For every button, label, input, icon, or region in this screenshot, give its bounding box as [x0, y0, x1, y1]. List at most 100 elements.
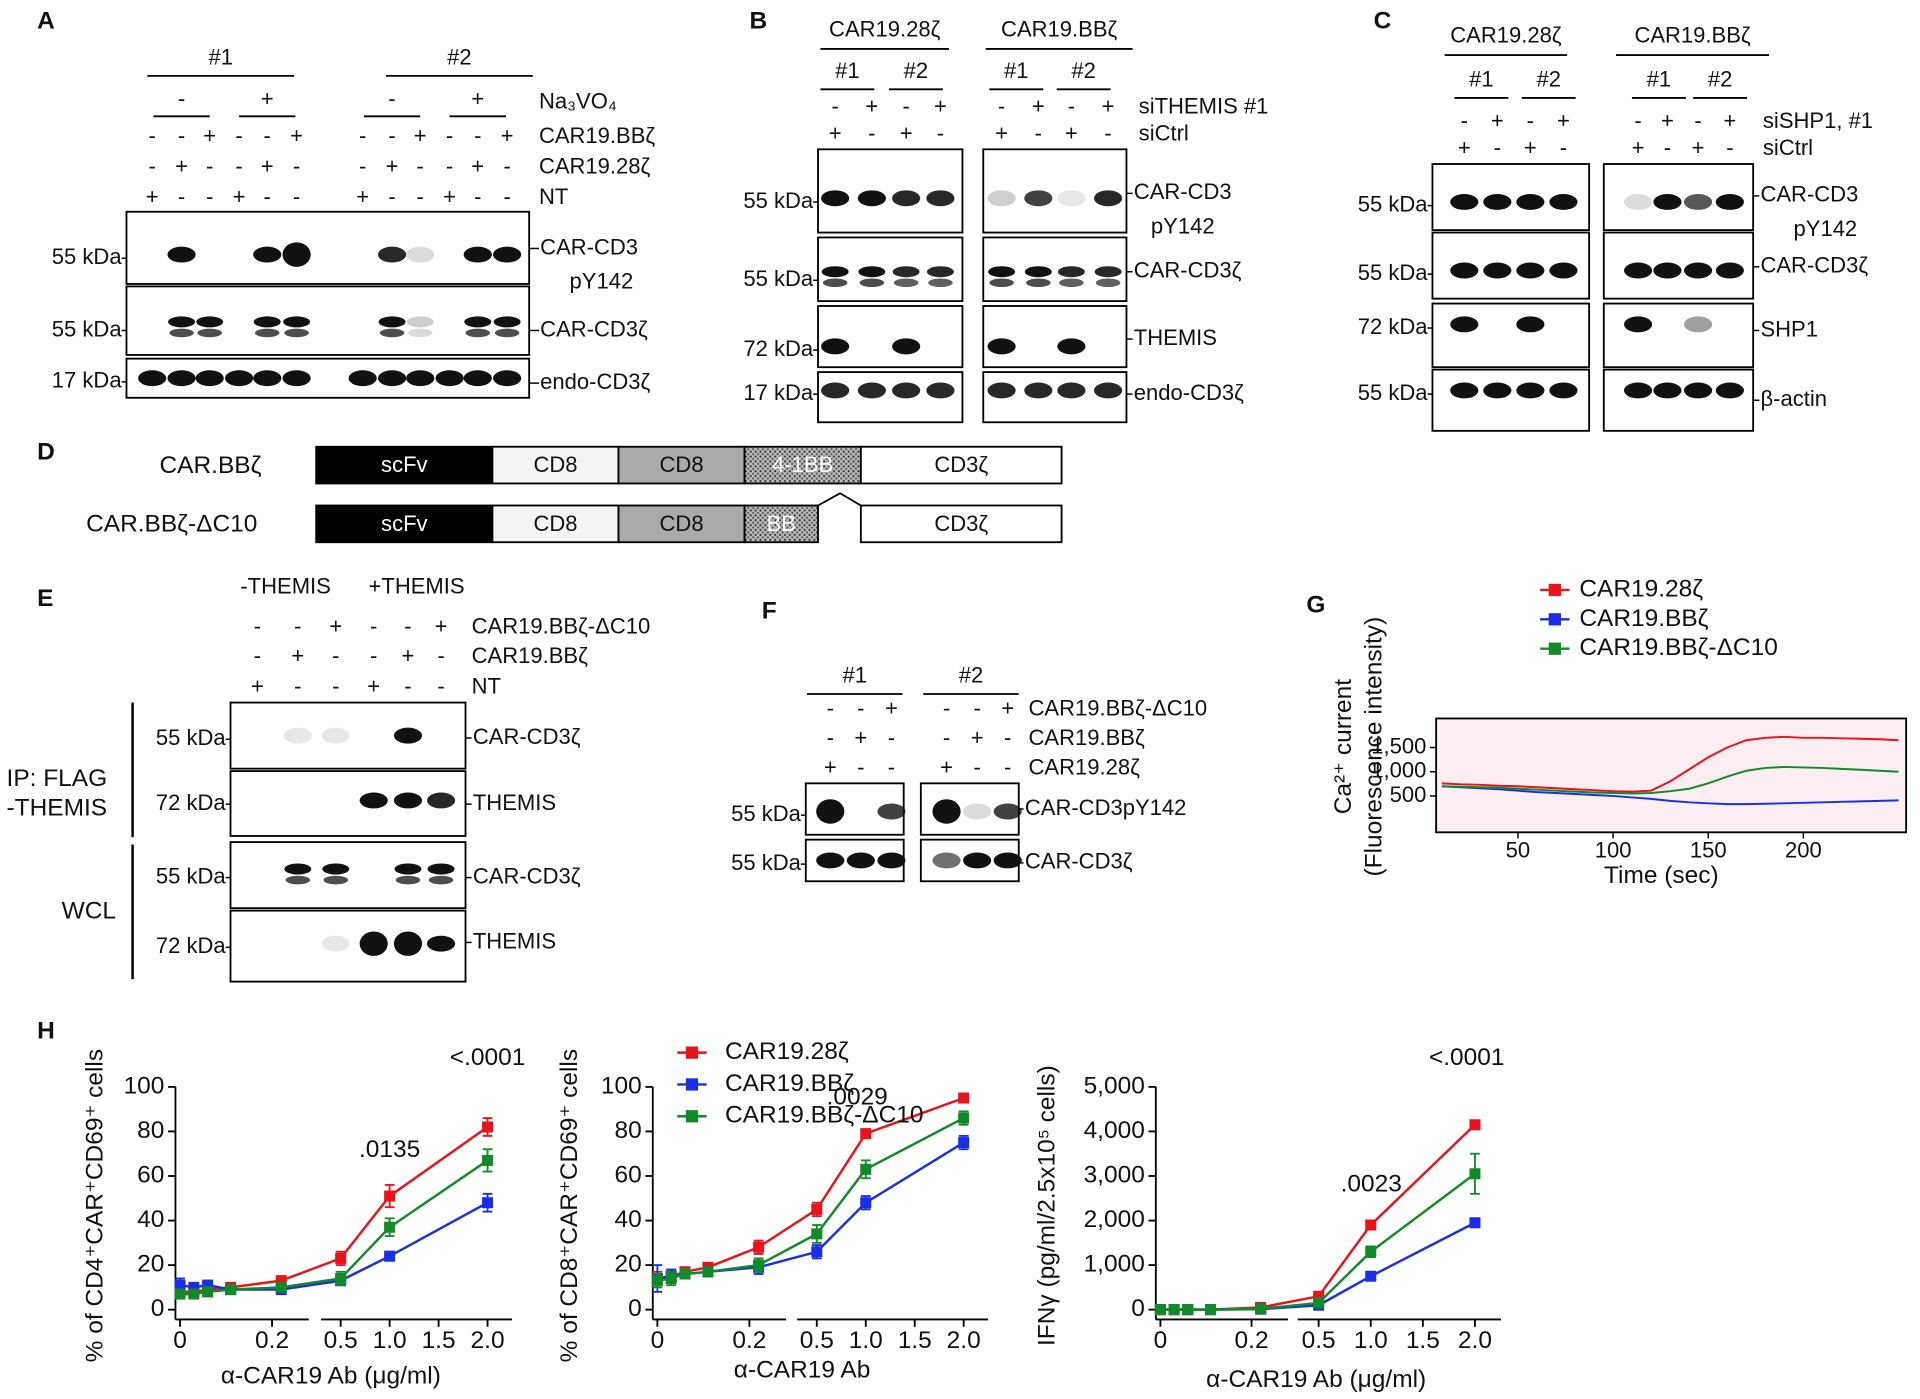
sign: - — [943, 696, 950, 721]
sign: - — [235, 153, 242, 178]
blot — [229, 909, 467, 983]
band — [932, 852, 961, 869]
x-tick-label: 1.0 — [1354, 1327, 1388, 1354]
sign: - — [235, 123, 242, 148]
sign: + — [290, 123, 303, 148]
band — [253, 316, 281, 328]
domain-label: CD3ζ — [934, 511, 988, 536]
p-value: <.0001 — [450, 1044, 526, 1071]
y-tick-label: 2,000 — [1084, 1206, 1145, 1233]
band — [821, 338, 850, 355]
marker — [1313, 1297, 1325, 1309]
sign: - — [264, 184, 271, 209]
sign: - — [1035, 120, 1042, 145]
sign: - — [831, 94, 838, 119]
band — [167, 370, 196, 387]
band — [282, 370, 311, 387]
x-axis-label: α-CAR19 Ab (μg/ml) — [221, 1362, 441, 1389]
band — [1483, 382, 1512, 399]
kda-label: 55 kDa — [743, 266, 814, 291]
p-value: .0023 — [1341, 1170, 1402, 1197]
sign: - — [178, 86, 185, 111]
row-label: CAR19.BBζ — [1029, 725, 1145, 750]
kda-label: 55 kDa — [156, 725, 227, 750]
kda-label: 72 kDa — [1358, 314, 1429, 339]
sign: + — [1102, 94, 1115, 119]
band — [857, 190, 886, 207]
band — [1059, 278, 1084, 288]
sign: - — [1004, 725, 1011, 750]
sign: + — [251, 674, 264, 699]
side-label: -THEMIS — [7, 795, 108, 822]
sign: + — [1661, 108, 1674, 133]
band — [464, 316, 492, 328]
kda-label: 55 kDa — [156, 863, 227, 888]
x-axis-label: Time (sec) — [1604, 862, 1719, 889]
band — [1683, 316, 1713, 333]
marker — [384, 1221, 396, 1233]
marker — [665, 1272, 677, 1284]
group-label: -THEMIS — [240, 573, 331, 598]
construct-label: CAR19.28ζ — [1450, 23, 1562, 48]
sign: - — [1068, 94, 1075, 119]
x-tick-label: 0.2 — [255, 1327, 289, 1354]
sign: - — [998, 94, 1005, 119]
y-tick-label: 100 — [124, 1072, 165, 1099]
y-tick-label: 20 — [137, 1251, 164, 1278]
sign: + — [175, 153, 188, 178]
y-tick-label: 500 — [1390, 782, 1427, 807]
sign: + — [1524, 135, 1537, 160]
legend-marker — [685, 1110, 699, 1123]
y-axis-label: IFNγ (pg/ml/2.5x10⁵ cells) — [1034, 1065, 1061, 1346]
sign: - — [973, 696, 980, 721]
marker — [1182, 1304, 1194, 1316]
domain — [617, 445, 746, 485]
panel-label: A — [37, 8, 55, 35]
sign: + — [471, 153, 484, 178]
sign: - — [503, 184, 510, 209]
y-tick-label: 1,000 — [1371, 758, 1426, 783]
series-line — [1160, 1172, 1476, 1311]
blot-label: pY142 — [1151, 213, 1215, 238]
band — [1549, 193, 1578, 210]
band — [428, 875, 454, 885]
sign: - — [973, 754, 980, 779]
series-line — [180, 1126, 489, 1294]
blot-label: CAR-CD3ζ — [473, 863, 581, 888]
construct-label: CAR19.28ζ — [829, 16, 941, 41]
domain — [315, 504, 494, 544]
kda-label: 55 kDa — [731, 850, 802, 875]
band — [846, 852, 875, 869]
row-label: NT — [539, 184, 568, 209]
band — [987, 190, 1016, 207]
group-label: #2 — [447, 45, 472, 70]
x-tick-label: 0.5 — [800, 1327, 834, 1354]
y-axis-label: (Fluorescence intensity) — [1360, 617, 1387, 877]
marker — [202, 1286, 214, 1298]
y-tick-label: 1,500 — [1371, 733, 1426, 758]
band — [378, 370, 407, 387]
group-label: #1 — [835, 58, 860, 83]
x-tick-label: 1.5 — [1406, 1327, 1440, 1354]
sign: - — [359, 123, 366, 148]
kda-label: 17 kDa — [743, 380, 814, 405]
sign: - — [1527, 108, 1534, 133]
marker — [1168, 1304, 1180, 1316]
blot-label: CAR-CD3ζ — [1760, 253, 1868, 278]
kda-label: 55 kDa — [52, 316, 123, 341]
band — [993, 803, 1022, 820]
sign: + — [934, 94, 947, 119]
x-tick-label: 150 — [1690, 838, 1727, 863]
sign: + — [1032, 94, 1045, 119]
sign: - — [149, 123, 156, 148]
construct-name: CAR.BBζ-ΔC10 — [86, 511, 257, 538]
x-tick-label: 2.0 — [471, 1327, 505, 1354]
band — [1516, 193, 1545, 210]
band — [359, 792, 388, 809]
marker — [811, 1228, 823, 1240]
band — [926, 382, 955, 399]
panel-label: G — [1306, 591, 1325, 618]
y-tick-label: 5,000 — [1084, 1072, 1145, 1099]
band — [892, 266, 920, 278]
sign: - — [437, 643, 444, 668]
